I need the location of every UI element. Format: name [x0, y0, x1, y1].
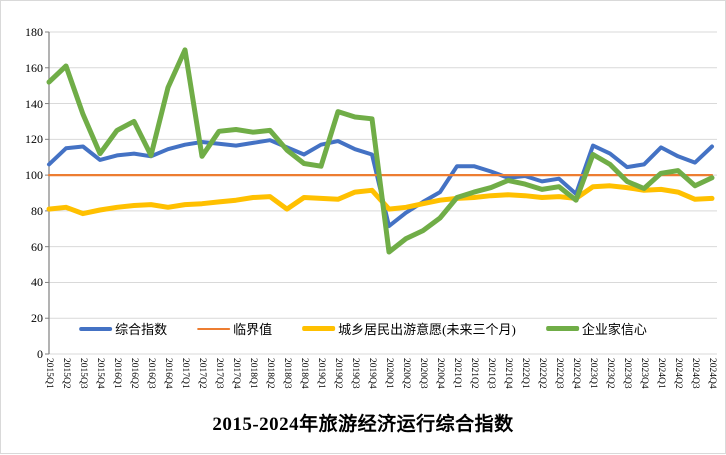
y-axis-label: 120: [25, 132, 43, 147]
x-axis-label: 2019Q4: [367, 358, 377, 389]
y-axis-label: 180: [25, 25, 43, 39]
x-axis-label: 2018Q4: [299, 358, 309, 389]
y-axis-label: 20: [31, 311, 43, 326]
x-axis-label: 2018Q1: [248, 358, 258, 389]
x-axis-label: 2019Q2: [333, 358, 343, 389]
x-axis-label: 2016Q3: [146, 358, 156, 389]
x-axis-label: 2023Q3: [622, 358, 632, 389]
series-line-3: [46, 47, 715, 255]
x-axis-label: 2015Q4: [95, 358, 105, 389]
x-axis-label: 2015Q2: [61, 358, 71, 389]
y-axis-label: 100: [25, 168, 43, 183]
legend-item: 综合指数: [79, 319, 167, 338]
x-axis-label: 2021Q2: [469, 358, 479, 389]
legend-label: 企业家信心: [581, 322, 647, 337]
x-axis-label: 2020Q3: [418, 358, 428, 389]
x-axis-label: 2022Q4: [571, 358, 581, 389]
x-axis-label: 2021Q1: [452, 358, 462, 389]
x-axis-label: 2020Q1: [384, 358, 394, 389]
legend-label: 临界值: [233, 322, 273, 337]
x-axis-label: 2021Q4: [503, 358, 513, 389]
x-axis-label: 2024Q1: [656, 358, 666, 389]
x-axis-label: 2016Q1: [112, 358, 122, 389]
x-axis-label: 2015Q1: [44, 358, 54, 389]
x-axis-label: 2016Q2: [129, 358, 139, 389]
y-axis-label: 140: [25, 96, 43, 111]
y-axis-label: 80: [31, 203, 43, 218]
x-axis-label: 2017Q3: [214, 358, 224, 389]
x-axis-label: 2017Q4: [231, 358, 241, 389]
x-axis-label: 2024Q4: [707, 358, 717, 389]
chart-title: 2015-2024年旅游经济运行综合指数: [212, 414, 514, 435]
x-axis-label: 2022Q2: [537, 358, 547, 389]
x-axis-label: 2024Q3: [690, 358, 700, 389]
legend-line-swatch: [302, 326, 336, 331]
y-axis-label: 60: [31, 239, 43, 254]
legend-label: 综合指数: [115, 322, 168, 337]
x-axis-label: 2018Q3: [282, 358, 292, 389]
x-axis-label: 2020Q2: [401, 358, 411, 389]
legend-item: 城乡居民出游意愿(未来三个月): [302, 319, 516, 338]
legend-line-swatch: [545, 326, 579, 331]
x-axis-label: 2016Q4: [163, 358, 173, 389]
legend-line-swatch: [197, 327, 231, 330]
legend-label: 城乡居民出游意愿(未来三个月): [338, 322, 516, 337]
x-axis-label: 2017Q1: [180, 358, 190, 389]
legend: 综合指数 临界值 城乡居民出游意愿(未来三个月) 企业家信心: [79, 319, 647, 338]
x-axis-label: 2018Q2: [265, 358, 275, 389]
x-axis-label: 2019Q1: [316, 358, 326, 389]
legend-item: 临界值: [197, 319, 272, 338]
x-axis-label: 2022Q1: [520, 358, 530, 389]
y-axis-label: 0: [37, 347, 43, 361]
y-axis-label: 40: [31, 275, 43, 290]
x-axis-label: 2024Q2: [673, 358, 683, 389]
y-axis-label: 160: [25, 60, 43, 75]
x-axis-label: 2020Q4: [435, 358, 445, 389]
x-axis-label: 2019Q3: [350, 358, 360, 389]
x-axis-label: 2021Q3: [486, 358, 496, 389]
legend-line-swatch: [79, 326, 113, 331]
legend-item: 企业家信心: [545, 319, 647, 338]
x-axis-label: 2015Q3: [78, 358, 88, 389]
x-axis-label: 2023Q4: [639, 358, 649, 389]
x-axis-label: 2017Q2: [197, 358, 207, 389]
x-axis-label: 2022Q3: [554, 358, 564, 389]
x-axis-label: 2023Q2: [605, 358, 615, 389]
x-axis-label: 2023Q1: [588, 358, 598, 389]
